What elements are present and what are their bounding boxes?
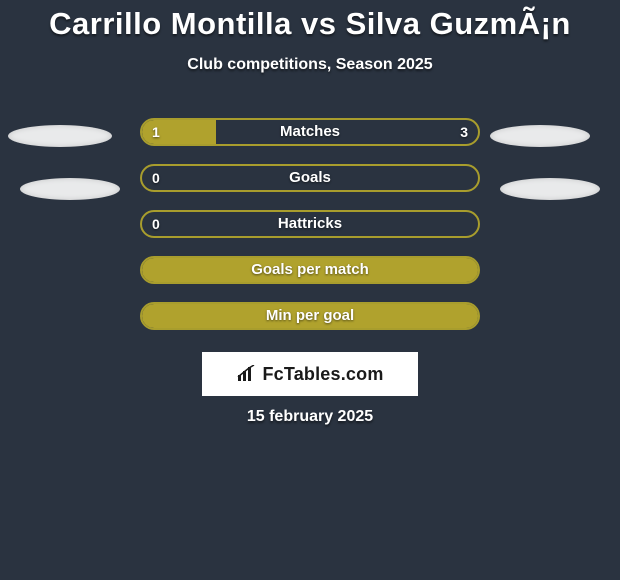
subtitle: Club competitions, Season 2025 [0,56,620,74]
metric-label: Goals per match [142,258,478,282]
metric-label: Goals [142,166,478,190]
bar-chart-icon [236,365,258,383]
metric-bar: 0 Hattricks [140,210,480,238]
player-avatar-placeholder [490,125,590,147]
metric-row: Min per goal [0,302,620,330]
metric-row: 0 Hattricks [0,210,620,238]
metric-label: Min per goal [142,304,478,328]
metric-right-value: 3 [460,120,468,144]
metric-bar: Min per goal [140,302,480,330]
metric-bar: 1 Matches 3 [140,118,480,146]
metric-left-value: 1 [152,120,160,144]
player-avatar-placeholder [20,178,120,200]
metric-left-value: 0 [152,212,160,236]
metric-bar: 0 Goals [140,164,480,192]
page-title: Carrillo Montilla vs Silva GuzmÃ¡n [0,0,620,42]
metric-label: Matches [142,120,478,144]
metric-row: Goals per match [0,256,620,284]
metric-rows: 1 Matches 3 0 Goals 0 Hattricks [0,118,620,330]
h2h-infographic: Carrillo Montilla vs Silva GuzmÃ¡n Club … [0,0,620,580]
metric-label: Hattricks [142,212,478,236]
logo-label: FcTables.com [262,364,383,385]
metric-bar: Goals per match [140,256,480,284]
fctables-logo-text: FcTables.com [236,364,383,385]
player-avatar-placeholder [8,125,112,147]
player-avatar-placeholder [500,178,600,200]
fctables-logo: FcTables.com [202,352,418,396]
date-label: 15 february 2025 [0,408,620,426]
metric-left-value: 0 [152,166,160,190]
